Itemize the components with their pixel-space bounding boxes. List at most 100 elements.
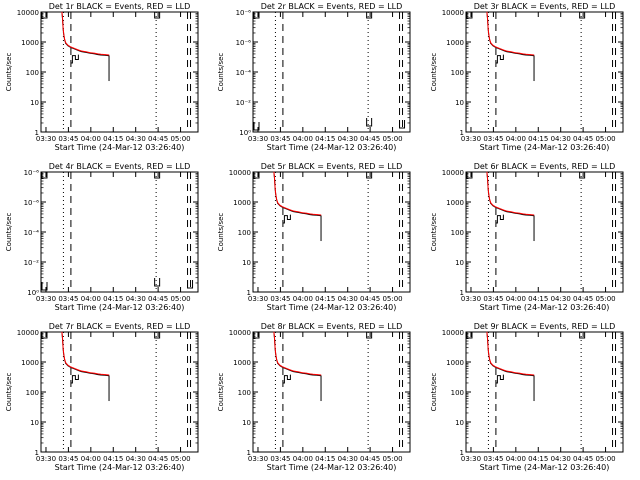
plot-frame xyxy=(40,171,199,293)
series-point xyxy=(487,187,489,189)
series-point xyxy=(63,33,65,34)
series-point xyxy=(275,193,277,195)
detector-plot-9: Det 9r BLACK = Events, RED = LLD 1 10 100 10… xyxy=(430,322,624,472)
series-point xyxy=(282,206,284,208)
y-tick-label: 1000 xyxy=(233,199,251,207)
x-tick-label: 04:45 xyxy=(148,135,168,143)
series-point xyxy=(519,52,521,54)
series-point xyxy=(61,11,63,13)
y-tick-label: 100 xyxy=(451,389,464,397)
plot-frame xyxy=(252,11,411,133)
series-point xyxy=(301,212,303,214)
series-events-line xyxy=(61,11,110,57)
y-axis-label: Counts/sec xyxy=(217,213,225,252)
y-tick-label: 100 xyxy=(451,229,464,237)
series-point xyxy=(70,366,72,368)
y-tick-label: 1 xyxy=(460,449,464,457)
y-tick-label: 100 xyxy=(26,69,39,77)
events-step-line xyxy=(495,54,504,64)
x-axis-label: Start Time (24-Mar-12 03:26:40) xyxy=(267,303,397,312)
x-tick-label: 04:00 xyxy=(506,295,526,303)
series-point xyxy=(506,370,507,372)
x-tick-label: 04:00 xyxy=(506,135,526,143)
y-tick-label: 10000 xyxy=(442,169,464,177)
y-tick-label: 1000 xyxy=(233,359,251,367)
series-point xyxy=(498,47,500,49)
x-axis-label: Start Time (24-Mar-12 03:26:40) xyxy=(55,463,185,472)
interval-bracket xyxy=(253,122,260,131)
x-tick-label: 04:45 xyxy=(360,295,380,303)
y-tick-label: 10⁻⁶ xyxy=(24,169,40,177)
x-tick-label: 04:15 xyxy=(103,295,123,303)
series-point xyxy=(274,187,276,189)
y-axis-label: Counts/sec xyxy=(5,373,13,412)
series-point xyxy=(67,44,69,46)
y-tick-label: 1 xyxy=(460,129,464,137)
detector-plot-7: Det 7r BLACK = Events, RED = LLD 1 10 100 10… xyxy=(5,322,199,472)
x-tick-label: 04:00 xyxy=(81,135,101,143)
x-tick-label: 04:15 xyxy=(528,135,548,143)
plot-title: Det 1r BLACK = Events, RED = LLD xyxy=(49,2,191,11)
x-axis-label: Start Time (24-Mar-12 03:26:40) xyxy=(480,303,610,312)
series-point xyxy=(486,171,488,173)
interval-bracket xyxy=(41,332,48,339)
series-events-line xyxy=(273,171,322,217)
series-point xyxy=(276,198,277,200)
x-tick-label: 04:00 xyxy=(293,135,313,143)
series-point xyxy=(64,38,65,40)
series-point xyxy=(525,213,527,215)
series-point xyxy=(320,374,322,376)
x-tick-label: 04:00 xyxy=(293,295,313,303)
series-point xyxy=(89,52,91,54)
x-tick-label: 05:00 xyxy=(595,455,615,463)
series-point xyxy=(104,374,106,375)
y-axis-label: Counts/sec xyxy=(430,213,438,252)
series-point xyxy=(522,373,524,375)
y-tick-label: 1 xyxy=(247,449,251,457)
interval-bracket xyxy=(41,172,48,179)
series-point xyxy=(290,369,291,371)
series-point xyxy=(488,353,490,354)
x-tick-label: 04:15 xyxy=(315,295,335,303)
series-point xyxy=(279,204,281,206)
series-point xyxy=(519,372,521,374)
series-point xyxy=(503,209,504,211)
series-lld-line xyxy=(61,331,110,376)
y-tick-label: 10⁰ xyxy=(239,129,251,137)
x-tick-label: 04:00 xyxy=(506,455,526,463)
plot-frame xyxy=(465,171,624,293)
plot-title: Det 7r BLACK = Events, RED = LLD xyxy=(49,322,191,331)
y-tick-label: 10 xyxy=(30,419,39,427)
series-point xyxy=(274,177,275,179)
x-tick-label: 04:45 xyxy=(360,135,380,143)
y-tick-label: 10000 xyxy=(17,9,39,17)
events-step-line xyxy=(495,374,504,384)
x-tick-label: 03:45 xyxy=(270,295,290,303)
x-tick-label: 04:45 xyxy=(573,295,593,303)
interval-bracket xyxy=(253,12,260,19)
x-tick-label: 04:45 xyxy=(573,455,593,463)
series-point xyxy=(492,364,494,366)
detector-plot-8: Det 8r BLACK = Events, RED = LLD 1 10 100 10… xyxy=(217,322,411,472)
y-tick-label: 10⁻² xyxy=(236,99,252,107)
x-tick-label: 05:00 xyxy=(382,135,402,143)
x-tick-label: 04:45 xyxy=(148,455,168,463)
plot-title: Det 8r BLACK = Events, RED = LLD xyxy=(261,322,403,331)
series-point xyxy=(492,204,494,206)
series-point xyxy=(490,362,492,364)
series-point xyxy=(274,347,276,349)
x-tick-label: 04:45 xyxy=(573,135,593,143)
series-point xyxy=(529,54,531,55)
series-point xyxy=(510,211,512,213)
series-point xyxy=(94,52,96,54)
series-point xyxy=(514,372,516,374)
series-point xyxy=(316,374,318,375)
series-point xyxy=(89,372,91,374)
series-point xyxy=(489,38,490,40)
x-tick-label: 04:15 xyxy=(315,455,335,463)
series-point xyxy=(108,54,110,56)
series-lld-line xyxy=(486,11,535,56)
x-tick-label: 04:15 xyxy=(315,135,335,143)
interval-bracket xyxy=(466,12,473,19)
